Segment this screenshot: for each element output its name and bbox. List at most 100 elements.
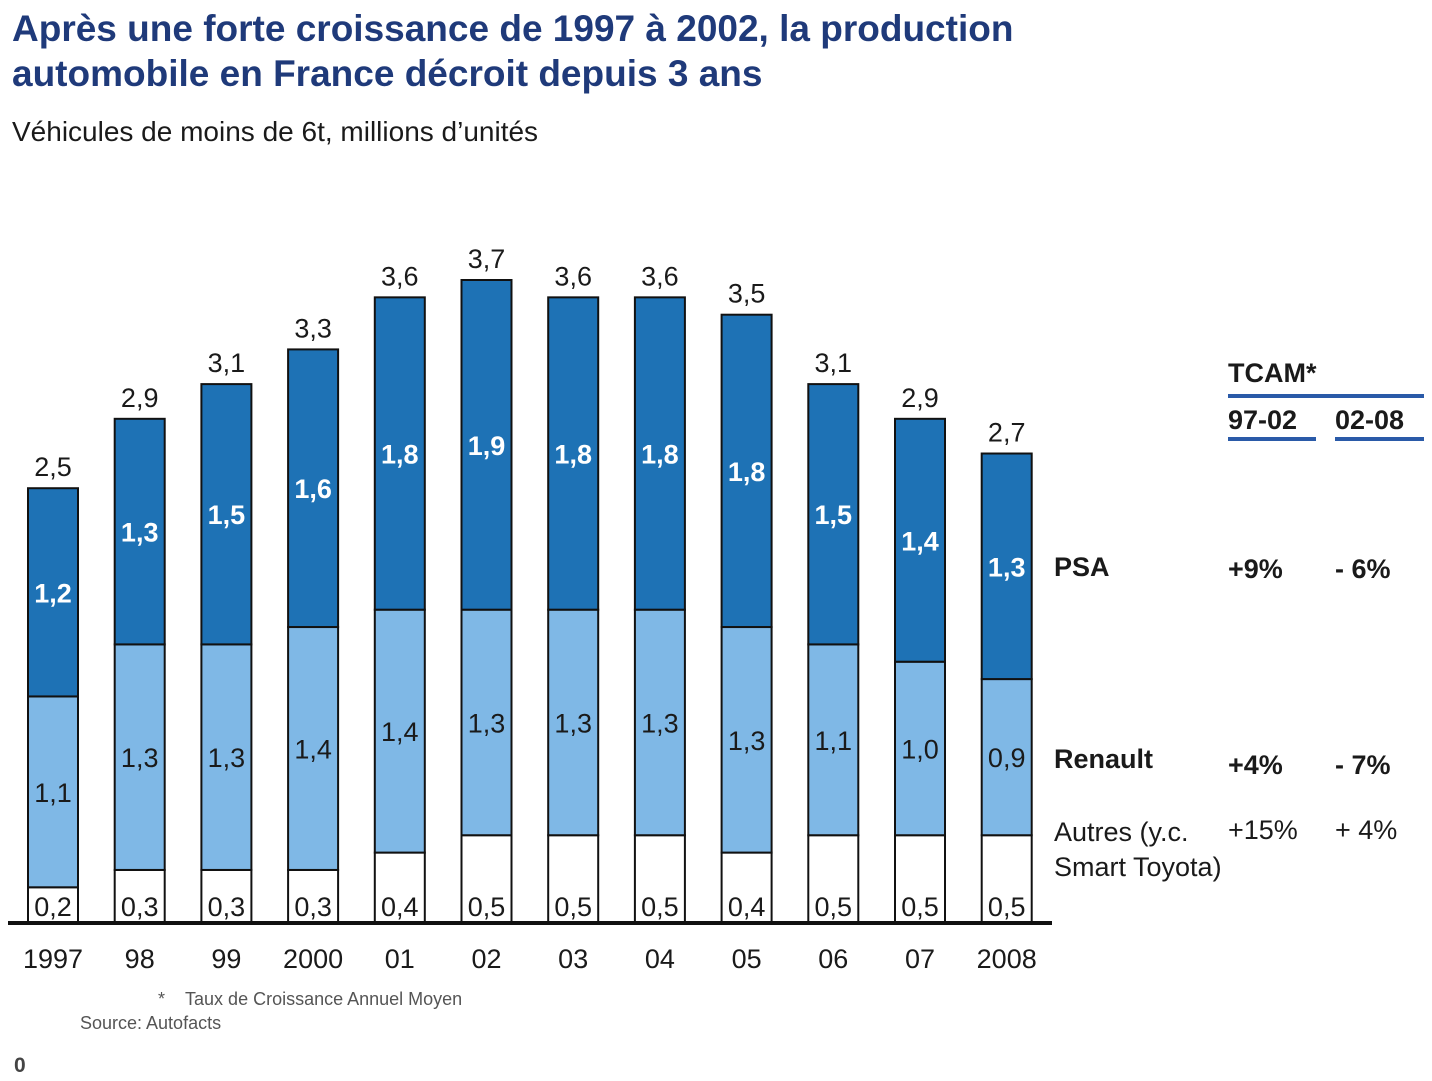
label-autres-05: 0,4	[728, 892, 766, 922]
label-autres-07: 0,5	[901, 892, 939, 922]
chart-title: Après une forte croissance de 1997 à 200…	[12, 8, 1014, 94]
tcam-autres-97-02: +15%	[1228, 815, 1298, 845]
label-renault-07: 1,0	[901, 734, 939, 764]
chart-subtitle: Véhicules de moins de 6t, millions d’uni…	[12, 116, 539, 147]
label-autres-1997: 0,2	[34, 892, 72, 922]
bar-renault-05	[720, 626, 773, 854]
label-renault-05: 1,3	[728, 726, 766, 756]
total-label-2008: 2,7	[988, 418, 1026, 448]
label-psa-98: 1,3	[121, 518, 159, 548]
bar-autres-06	[807, 834, 860, 923]
bar-autres-03	[547, 834, 600, 923]
legend-autres: Autres (y.c. Smart Toyota)	[1054, 817, 1222, 882]
label-autres-98: 0,3	[121, 892, 159, 922]
label-autres-04: 0,5	[641, 892, 679, 922]
label-renault-98: 1,3	[121, 743, 159, 773]
bar-psa-99	[200, 383, 253, 646]
label-psa-99: 1,5	[208, 500, 246, 530]
x-tick-02: 02	[471, 944, 501, 974]
total-label-98: 2,9	[121, 383, 159, 413]
footnote: * Taux de Croissance Annuel Moyen	[158, 989, 462, 1010]
legend-psa: PSA	[1054, 552, 1110, 582]
legend-renault: Renault	[1054, 744, 1154, 774]
total-label-06: 3,1	[815, 348, 853, 378]
bar-psa-2000	[287, 348, 340, 629]
bar-psa-01	[373, 296, 426, 611]
label-psa-06: 1,5	[815, 500, 853, 530]
bar-psa-98	[113, 417, 166, 646]
label-autres-99: 0,3	[208, 892, 246, 922]
bar-renault-99	[200, 643, 253, 871]
x-tick-98: 98	[125, 944, 155, 974]
label-renault-01: 1,4	[381, 717, 419, 747]
stacked-bar-chart: 0,2 1,1 1,2 2,5 1997 0,3 1,3 1,3 2,9 98 0,3 1,3 1,5 3…	[8, 244, 1052, 974]
tcam-period-1: 97-02	[1228, 405, 1298, 435]
total-label-07: 2,9	[901, 383, 939, 413]
bar-renault-02	[460, 608, 513, 837]
tcam-renault-97-02: +4%	[1228, 750, 1283, 780]
bar-renault-2008	[980, 678, 1033, 837]
label-renault-06: 1,1	[815, 726, 853, 756]
label-renault-1997: 1,1	[34, 778, 72, 808]
tcam-autres-02-08: + 4%	[1335, 815, 1398, 845]
label-autres-02: 0,5	[468, 892, 506, 922]
tcam-period-1-rule	[1228, 437, 1316, 441]
total-label-03: 3,6	[554, 261, 592, 291]
x-tick-07: 07	[905, 944, 935, 974]
bar-renault-04	[633, 608, 686, 837]
label-psa-07: 1,4	[901, 526, 939, 556]
tcam-rule	[1228, 394, 1424, 398]
x-tick-03: 03	[558, 944, 588, 974]
label-renault-2008: 0,9	[988, 743, 1026, 773]
label-psa-02: 1,9	[468, 431, 506, 461]
tcam-period-2-rule	[1335, 437, 1424, 441]
total-label-1997: 2,5	[34, 452, 72, 482]
label-psa-2000: 1,6	[294, 474, 332, 504]
footnote-text: Taux de Croissance Annuel Moyen	[185, 989, 463, 1009]
bar-renault-01	[373, 608, 426, 854]
bar-psa-07	[894, 417, 946, 663]
label-autres-01: 0,4	[381, 892, 419, 922]
bar-psa-04	[633, 296, 686, 611]
label-renault-2000: 1,4	[294, 734, 332, 764]
total-label-05: 3,5	[728, 279, 766, 309]
tcam-psa-02-08: - 6%	[1335, 554, 1391, 584]
footnote-marker: *	[158, 989, 166, 1009]
x-tick-06: 06	[818, 944, 848, 974]
x-tick-2008: 2008	[977, 944, 1037, 974]
label-renault-03: 1,3	[554, 708, 592, 738]
tcam-period-2: 02-08	[1335, 405, 1405, 435]
label-psa-01: 1,8	[381, 440, 419, 470]
source-note: Source: Autofacts	[80, 1013, 222, 1033]
x-tick-1997: 1997	[23, 944, 83, 974]
x-tick-99: 99	[211, 944, 241, 974]
total-label-04: 3,6	[641, 261, 679, 291]
label-autres-06: 0,5	[815, 892, 853, 922]
bar-renault-1997	[27, 695, 79, 889]
bar-psa-05	[720, 313, 773, 629]
label-psa-04: 1,8	[641, 440, 679, 470]
bar-autres-07	[894, 834, 946, 923]
bar-renault-03	[547, 608, 600, 837]
bar-psa-06	[807, 383, 860, 646]
label-psa-1997: 1,2	[34, 578, 72, 608]
tcam-psa-97-02: +9%	[1228, 554, 1283, 584]
label-psa-2008: 1,3	[988, 552, 1026, 582]
bar-autres-05	[720, 851, 773, 924]
x-tick-01: 01	[385, 944, 415, 974]
bar-autres-2008	[980, 834, 1033, 923]
bar-psa-2008	[980, 452, 1033, 681]
page-number: 0	[14, 1054, 26, 1077]
bar-psa-02	[460, 279, 513, 611]
label-autres-2008: 0,5	[988, 892, 1026, 922]
bar-psa-1997	[27, 487, 79, 698]
label-autres-2000: 0,3	[294, 892, 332, 922]
label-psa-05: 1,8	[728, 457, 766, 487]
bar-renault-06	[807, 643, 860, 837]
tcam-renault-02-08: - 7%	[1335, 750, 1391, 780]
x-tick-05: 05	[732, 944, 762, 974]
total-label-99: 3,1	[208, 348, 246, 378]
label-renault-02: 1,3	[468, 708, 506, 738]
label-psa-03: 1,8	[554, 440, 592, 470]
tcam-title: TCAM*	[1228, 358, 1317, 388]
